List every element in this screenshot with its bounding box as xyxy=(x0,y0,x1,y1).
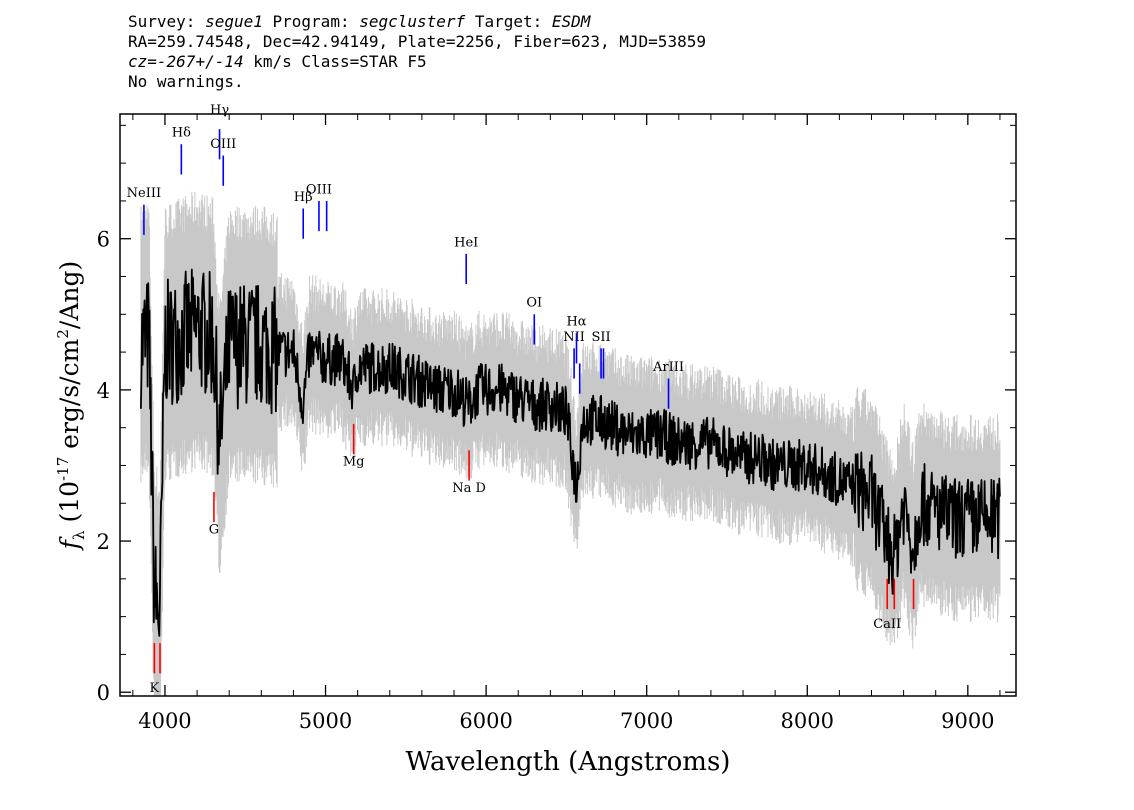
emission-line-label-10: Hα xyxy=(566,315,586,330)
x-tick-label: 8000 xyxy=(781,709,834,733)
y-tick-label: 0 xyxy=(97,681,110,705)
x-tick-label: 9000 xyxy=(941,709,994,733)
emission-line-label-9: NII xyxy=(563,330,585,345)
emission-line-label-1: Hδ xyxy=(172,126,191,141)
target-label: Target: xyxy=(474,12,543,31)
header-line-1: Survey: segue1 Program: segclusterf Targ… xyxy=(128,12,706,32)
y-axis-title: fλ (10-17 erg/s/cm2/Ang) xyxy=(54,261,88,551)
x-tick-label: 7000 xyxy=(620,709,673,733)
cz-unit: km/s xyxy=(253,52,292,71)
program-label: Program: xyxy=(272,12,350,31)
spectral-lines-layer: NeIIIHδHγOIIIHβOIIIHeIOINIIHαSIIArIIIKGM… xyxy=(127,103,915,696)
emission-line-label-12: SII xyxy=(591,330,610,345)
flux-layer xyxy=(140,268,1001,637)
emission-line-label-3: OIII xyxy=(210,137,236,152)
plot-frame xyxy=(119,113,1017,697)
survey-value: segue1 xyxy=(205,12,263,31)
warnings-line: No warnings. xyxy=(128,72,244,91)
absorption-line-label-3: Mg xyxy=(343,454,365,469)
absorption-line-label-2: G xyxy=(209,522,219,537)
x-tick-label: 5000 xyxy=(299,709,352,733)
emission-line-label-5: OIII xyxy=(306,182,332,197)
cz-label: cz= xyxy=(128,52,157,71)
emission-line-label-14: ArIII xyxy=(652,360,684,375)
absorption-line-label-4: Na D xyxy=(452,481,486,496)
emission-line-label-2: Hγ xyxy=(210,103,229,118)
header-coords-line: RA=259.74548, Dec=42.94149, Plate=2256, … xyxy=(128,32,706,51)
y-tick-label: 6 xyxy=(97,228,110,252)
spectrum-header: Survey: segue1 Program: segclusterf Targ… xyxy=(128,12,706,92)
axis-ticks-layer: 4000 5000 6000 7000 8000 9000 0 2 4 6 xyxy=(97,114,1016,733)
class-text: Class=STAR F5 xyxy=(301,52,427,71)
program-value: segclusterf xyxy=(359,12,466,31)
emission-line-label-7: HeI xyxy=(454,235,478,250)
header-line-3: cz=-267+/-14 km/s Class=STAR F5 xyxy=(128,52,706,72)
y-tick-label: 4 xyxy=(97,379,110,403)
emission-line-label-8: OI xyxy=(526,296,542,311)
absorption-line-label-5: CaII xyxy=(873,617,901,632)
target-value: ESDM xyxy=(551,12,591,31)
x-tick-label: 6000 xyxy=(459,709,512,733)
x-tick-label: 4000 xyxy=(138,709,191,733)
y-tick-label: 2 xyxy=(97,530,110,554)
flux-spectrum-line xyxy=(140,268,1001,637)
emission-line-label-4: Hβ xyxy=(294,190,313,205)
absorption-line-label-0: K xyxy=(150,681,160,696)
x-axis-title: Wavelength (Angstroms) xyxy=(406,747,731,777)
cz-value: -267+/-14 xyxy=(156,52,244,71)
emission-line-label-0: NeIII xyxy=(127,186,161,201)
survey-label: Survey: xyxy=(128,12,196,31)
